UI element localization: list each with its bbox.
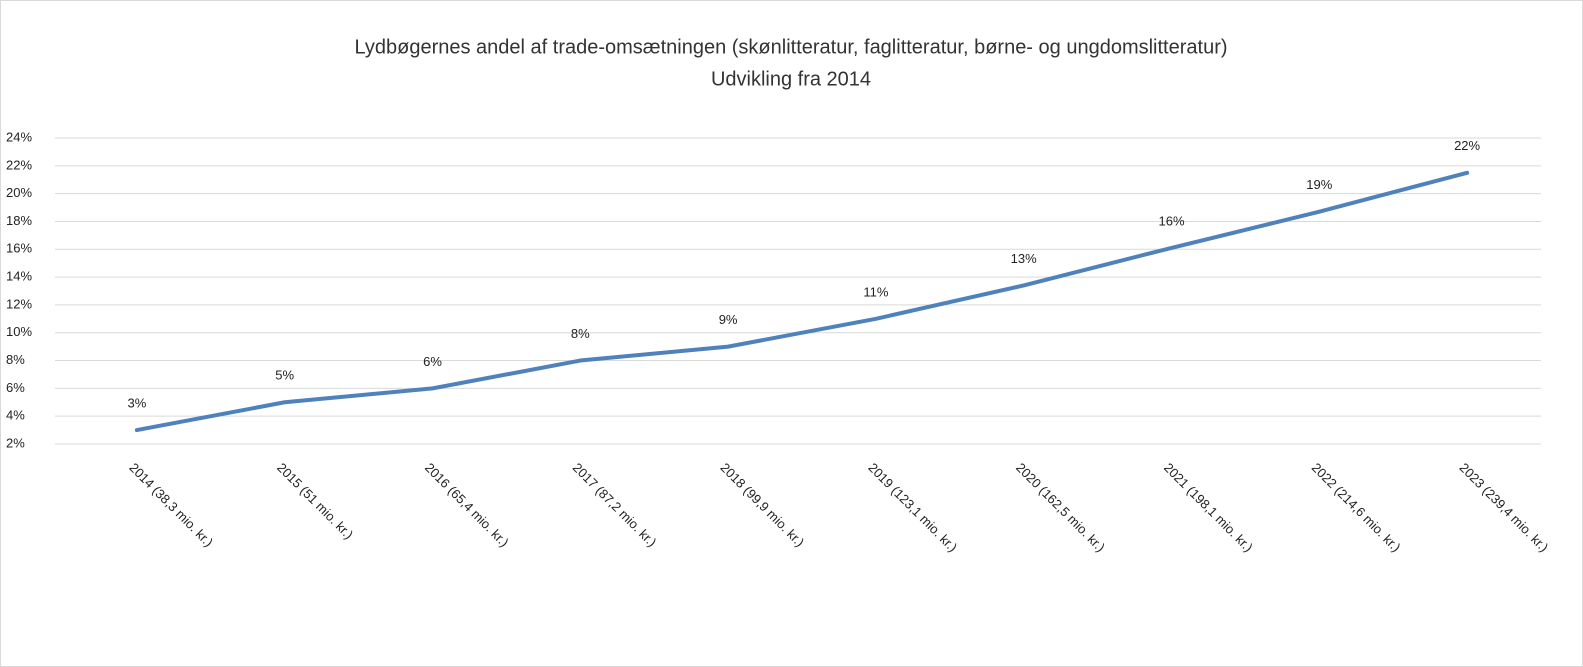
data-label: 3% <box>128 396 147 411</box>
data-label: 9% <box>719 312 738 327</box>
chart-subtitle: Udvikling fra 2014 <box>711 68 871 90</box>
y-tick-label: 16% <box>6 241 32 256</box>
data-label: 16% <box>1158 213 1184 228</box>
y-tick-label: 8% <box>6 352 25 367</box>
data-label: 22% <box>1454 138 1480 153</box>
y-tick-label: 10% <box>6 324 32 339</box>
data-label: 19% <box>1306 177 1332 192</box>
data-label: 8% <box>571 326 590 341</box>
y-tick-label: 12% <box>6 296 32 311</box>
data-label: 6% <box>423 354 442 369</box>
line <box>134 170 1470 433</box>
y-tick-label: 18% <box>6 213 32 228</box>
y-tick-label: 20% <box>6 185 32 200</box>
y-tick-label: 22% <box>6 157 32 172</box>
data-label: 13% <box>1011 251 1037 266</box>
y-tick-label: 4% <box>6 408 25 423</box>
data-label: 5% <box>275 368 294 383</box>
y-tick-label: 14% <box>6 269 32 284</box>
y-tick-label: 6% <box>6 380 25 395</box>
y-tick-label: 2% <box>6 435 25 450</box>
y-tick-label: 24% <box>6 129 32 144</box>
chart-title: Lydbøgernes andel af trade-omsætningen (… <box>354 36 1227 58</box>
data-label: 11% <box>863 284 888 299</box>
